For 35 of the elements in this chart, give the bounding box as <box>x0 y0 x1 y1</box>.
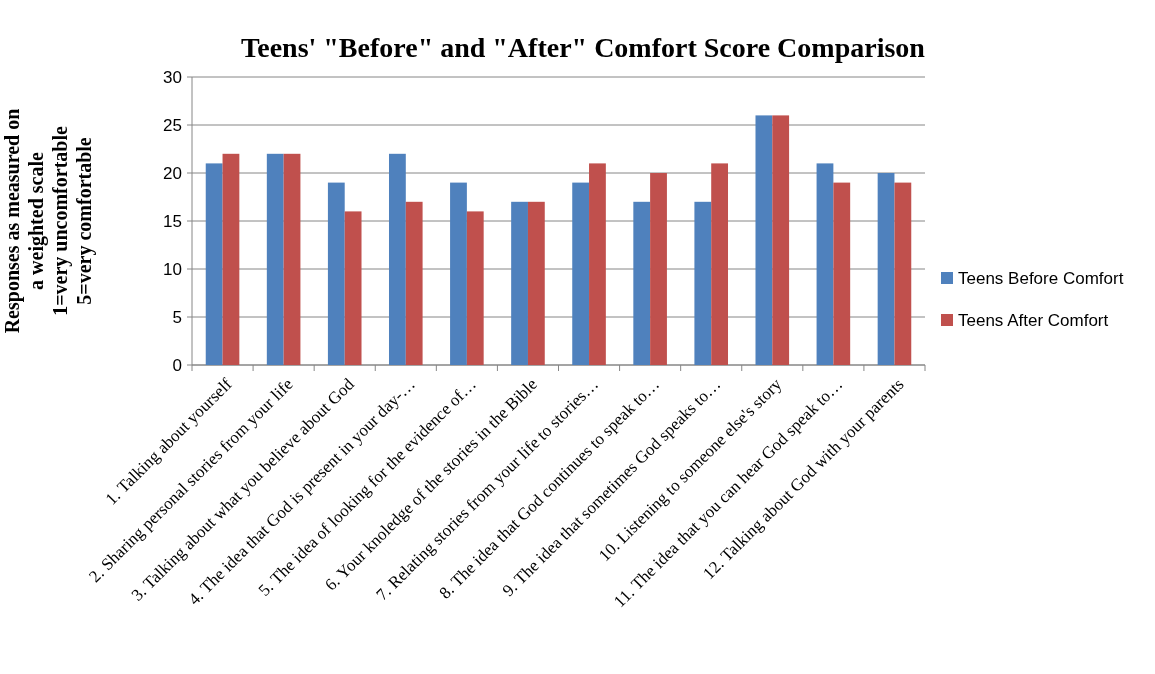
bar <box>405 201 423 365</box>
bar <box>877 173 895 365</box>
legend-label: Teens Before Comfort <box>958 268 1124 288</box>
bar <box>572 182 590 365</box>
y-tick-label: 5 <box>172 307 182 327</box>
bar <box>466 211 484 365</box>
bar <box>527 201 545 365</box>
bar <box>894 182 912 365</box>
y-tick-label: 30 <box>163 67 182 87</box>
bar <box>589 163 606 365</box>
bar <box>694 201 712 365</box>
bar <box>511 201 528 365</box>
y-tick-label: 20 <box>163 163 182 183</box>
y-tick-label: 25 <box>163 115 182 135</box>
bar <box>283 153 301 365</box>
bar <box>266 153 284 365</box>
bar <box>755 115 773 365</box>
chart-title: Teens' "Before" and "After" Comfort Score Comparison <box>241 32 926 63</box>
bar <box>388 153 406 365</box>
bar <box>344 211 362 365</box>
bar <box>222 153 240 365</box>
y-tick-label: 15 <box>163 211 182 231</box>
y-tick-label: 0 <box>172 355 182 375</box>
bar <box>205 163 223 365</box>
bar <box>650 173 667 365</box>
legend-label: Teens After Comfort <box>958 310 1109 330</box>
bar <box>633 201 651 365</box>
y-axis-title: Responses as measured on a weighted scale 1=very uncomfortable 5=very comfortable <box>1 108 96 334</box>
bar <box>450 182 467 365</box>
y-tick-label: 10 <box>163 259 182 279</box>
bar <box>816 163 834 365</box>
bar <box>772 115 790 365</box>
bar <box>833 182 851 365</box>
bar <box>711 163 729 365</box>
bar <box>327 182 345 365</box>
